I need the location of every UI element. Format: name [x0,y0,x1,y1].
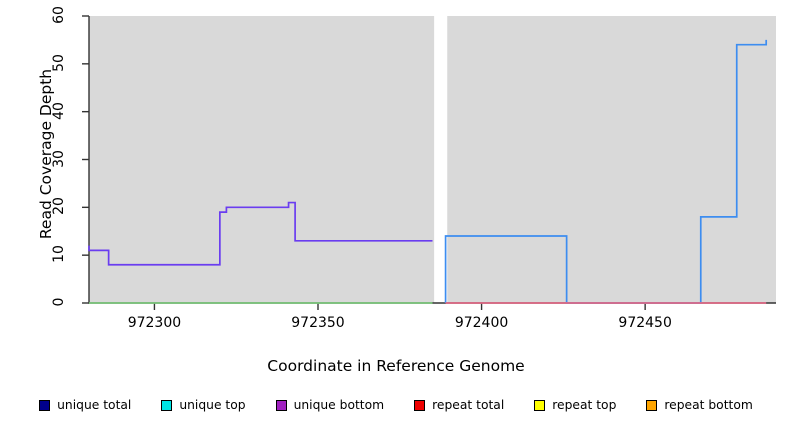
x-tick-label: 972350 [291,315,345,331]
series-line-unique-bottom [88,201,433,266]
coverage-plot-svg [82,15,776,310]
legend-swatch-icon [534,399,546,411]
legend-item: unique bottom [275,398,385,412]
legend-item: repeat total [414,398,504,412]
plot-container: 0 10 20 30 40 50 60 972300 972350 972400 972450 [51,6,776,331]
y-axis-title: Read Coverage Depth [37,68,55,240]
series-line-unique-total [444,39,768,304]
legend-label: repeat top [552,398,617,412]
legend-label: repeat total [432,398,505,412]
legend-item: repeat top [534,398,616,412]
legend-swatch-icon [646,399,658,411]
legend-swatch-icon [161,399,173,411]
legend-item: unique total [39,398,131,412]
legend-label: unique bottom [293,398,385,412]
legend-swatch-icon [414,399,426,411]
legend-swatch-icon [39,399,51,411]
x-tick-label: 972300 [127,315,182,331]
legend-label: unique total [57,398,132,412]
legend-label: repeat bottom [664,398,753,412]
chart-legend: unique total unique top unique bottom repea… [0,398,792,412]
x-axis-title: Coordinate in Reference Genome [267,357,525,375]
plot-background-band-1 [447,16,776,303]
legend-swatch-icon [275,399,287,411]
legend-label: unique top [179,398,246,412]
x-tick-label: 972400 [454,315,509,331]
legend-item: repeat bottom [646,398,753,412]
x-tick-label: 972450 [618,315,672,331]
legend-item: unique top [161,398,246,412]
plot-background-band-0 [89,16,435,303]
